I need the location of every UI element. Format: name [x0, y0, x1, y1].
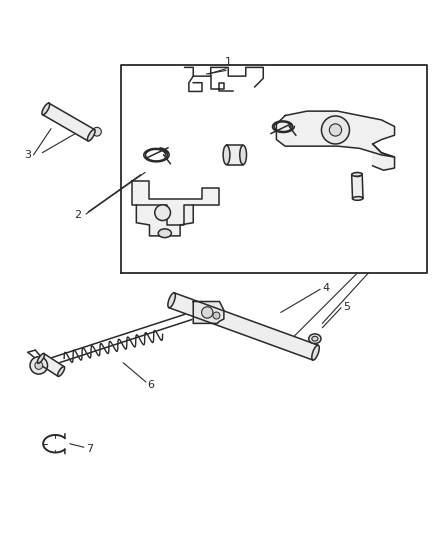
Ellipse shape [239, 146, 246, 165]
Circle shape [321, 116, 349, 144]
Ellipse shape [158, 229, 171, 238]
Ellipse shape [167, 293, 175, 308]
Ellipse shape [353, 172, 360, 177]
Circle shape [328, 124, 341, 136]
Polygon shape [226, 146, 243, 165]
Text: 2: 2 [74, 210, 81, 220]
Text: 3: 3 [24, 150, 31, 160]
Text: 4: 4 [321, 284, 328, 293]
Polygon shape [136, 205, 193, 236]
Circle shape [92, 127, 101, 136]
Text: 1: 1 [224, 58, 231, 67]
Ellipse shape [223, 146, 230, 165]
Polygon shape [132, 181, 219, 225]
Ellipse shape [308, 334, 320, 344]
Ellipse shape [87, 130, 95, 141]
Polygon shape [372, 144, 394, 170]
Ellipse shape [42, 103, 49, 115]
Polygon shape [42, 103, 94, 141]
Ellipse shape [311, 336, 317, 341]
Ellipse shape [311, 345, 318, 360]
Circle shape [35, 361, 42, 369]
Ellipse shape [352, 197, 362, 200]
Text: 7: 7 [86, 444, 93, 454]
Polygon shape [351, 174, 362, 199]
Ellipse shape [57, 367, 64, 376]
Polygon shape [38, 353, 64, 376]
Circle shape [30, 357, 47, 374]
Polygon shape [169, 293, 318, 360]
Circle shape [154, 205, 170, 221]
Ellipse shape [351, 173, 361, 176]
Circle shape [212, 312, 219, 319]
Polygon shape [193, 302, 223, 324]
Text: 5: 5 [342, 302, 349, 312]
Polygon shape [276, 111, 394, 157]
Ellipse shape [37, 353, 44, 364]
Circle shape [201, 307, 212, 318]
Text: 6: 6 [147, 379, 154, 390]
